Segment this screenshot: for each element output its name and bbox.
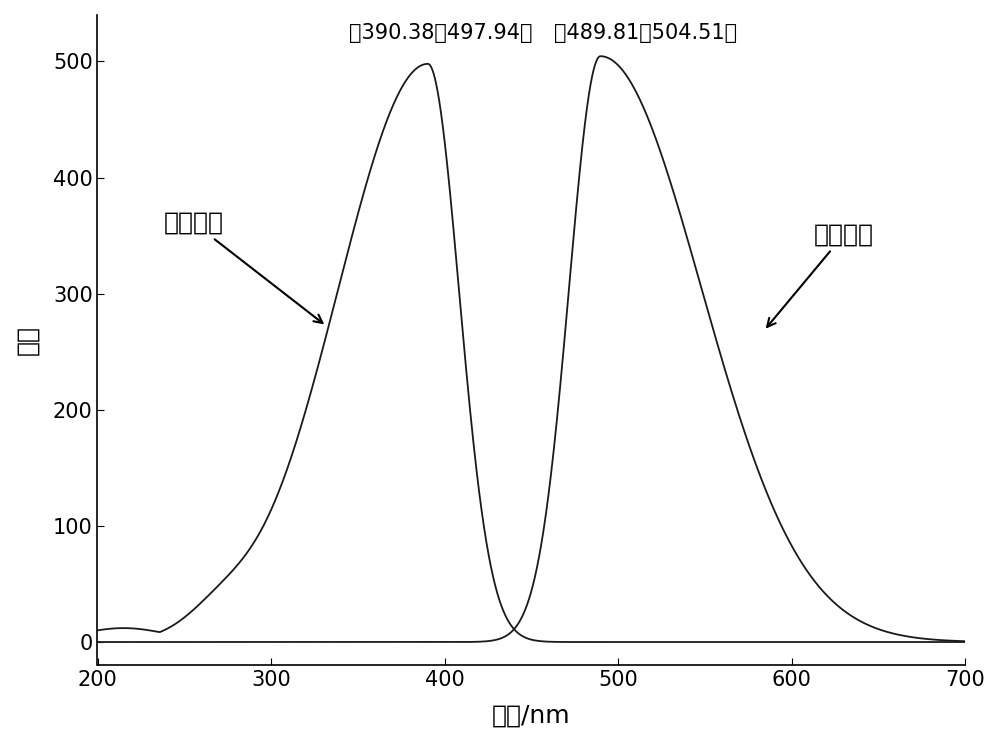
Text: （390.38，497.94）: （390.38，497.94） <box>349 23 533 43</box>
Y-axis label: 强度: 强度 <box>15 325 39 355</box>
Text: 激发光谱: 激发光谱 <box>163 211 323 323</box>
Text: 发射光谱: 发射光谱 <box>767 222 874 327</box>
X-axis label: 波长/nm: 波长/nm <box>492 704 571 728</box>
Text: （489.81，504.51）: （489.81，504.51） <box>554 23 737 43</box>
